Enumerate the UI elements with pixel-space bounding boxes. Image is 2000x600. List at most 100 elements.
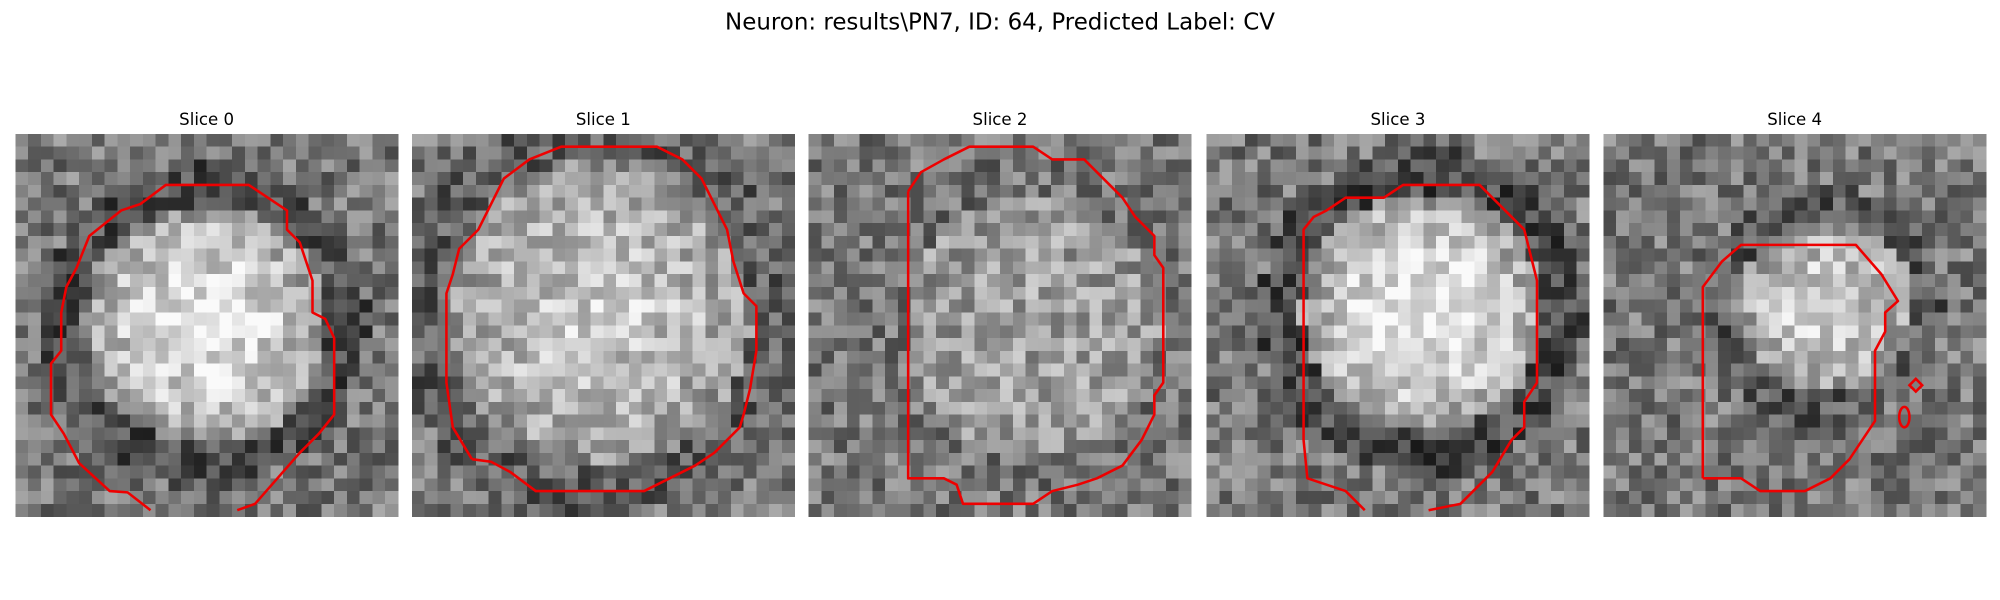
pixel (1410, 491, 1424, 505)
pixel (679, 414, 693, 428)
pixel (424, 414, 438, 428)
pixel (1257, 248, 1271, 262)
pixel (1410, 248, 1424, 262)
pixel (283, 274, 297, 288)
pixel (1140, 452, 1154, 466)
pixel (1448, 159, 1463, 173)
pixel (1051, 427, 1065, 441)
pixel (872, 235, 886, 250)
pixel (1102, 274, 1116, 288)
pixel (1538, 325, 1552, 339)
pixel (1512, 491, 1526, 505)
pixel (321, 261, 335, 275)
pixel (193, 235, 208, 250)
pixel (321, 133, 335, 148)
pixel (295, 491, 310, 505)
pixel (859, 223, 873, 237)
pixel (437, 299, 451, 313)
pixel (603, 299, 617, 313)
pixel (1372, 197, 1386, 211)
pixel (1576, 133, 1590, 148)
pixel (79, 312, 93, 326)
pixel (1922, 440, 1936, 454)
pixel (590, 491, 604, 505)
pixel (1947, 146, 1961, 160)
pixel (1525, 389, 1539, 403)
pixel (1410, 478, 1424, 492)
pixel (40, 440, 54, 454)
pixel (514, 491, 528, 505)
pixel (1114, 325, 1128, 339)
pixel (1232, 210, 1246, 224)
pixel (590, 376, 604, 390)
pixel (155, 133, 169, 148)
pixel (1576, 184, 1590, 199)
pixel (616, 184, 630, 199)
pixel (1692, 197, 1706, 211)
pixel (40, 197, 54, 211)
pixel (885, 376, 899, 390)
pixel (846, 261, 861, 275)
pixel (1063, 172, 1077, 186)
pixel (1244, 223, 1259, 237)
pixel (1012, 376, 1026, 390)
pixel (359, 159, 373, 173)
pixel (1102, 146, 1116, 160)
pixel (91, 478, 105, 492)
pixel (1206, 286, 1220, 301)
pixel (577, 427, 591, 441)
pixel (846, 184, 861, 199)
pixel (1257, 172, 1271, 186)
pixel (1410, 414, 1424, 428)
pixel (1063, 376, 1077, 390)
pixel (334, 440, 348, 454)
pixel (321, 184, 335, 199)
pixel (104, 248, 118, 262)
pixel (1679, 197, 1693, 211)
pixel (66, 363, 80, 377)
pixel (897, 172, 912, 186)
pixel (781, 401, 796, 415)
pixel (475, 389, 489, 403)
pixel (756, 452, 770, 466)
pixel (1321, 261, 1335, 275)
pixel (834, 146, 848, 160)
pixel (321, 478, 335, 492)
pixel (1576, 248, 1590, 262)
pixel (1051, 235, 1065, 250)
pixel (206, 210, 220, 224)
pixel (1334, 452, 1348, 466)
pixel (28, 452, 42, 466)
pixel (1909, 197, 1923, 211)
pixel (295, 376, 310, 390)
pixel (1756, 389, 1770, 403)
pixel (1743, 363, 1757, 377)
pixel (1461, 210, 1475, 224)
pixel (526, 261, 540, 275)
pixel (1423, 172, 1437, 186)
pixel (1206, 248, 1220, 262)
pixel (1076, 197, 1090, 211)
pixel (1219, 478, 1233, 492)
pixel (769, 414, 783, 428)
pixel (654, 235, 668, 250)
pixel (270, 376, 284, 390)
pixel (463, 184, 477, 199)
pixel (1832, 350, 1847, 364)
pixel (206, 146, 220, 160)
pixel (463, 503, 477, 517)
pixel (948, 248, 963, 262)
pixel (1283, 414, 1297, 428)
pixel (526, 248, 540, 262)
pixel (1346, 427, 1361, 441)
pixel (321, 427, 335, 441)
pixel (1667, 491, 1681, 505)
pixel (705, 414, 719, 428)
pixel (232, 172, 246, 186)
pixel (705, 427, 719, 441)
pixel (488, 478, 502, 492)
pixel (910, 197, 924, 211)
pixel (501, 503, 515, 517)
pixel (295, 414, 310, 428)
pixel (1820, 452, 1834, 466)
